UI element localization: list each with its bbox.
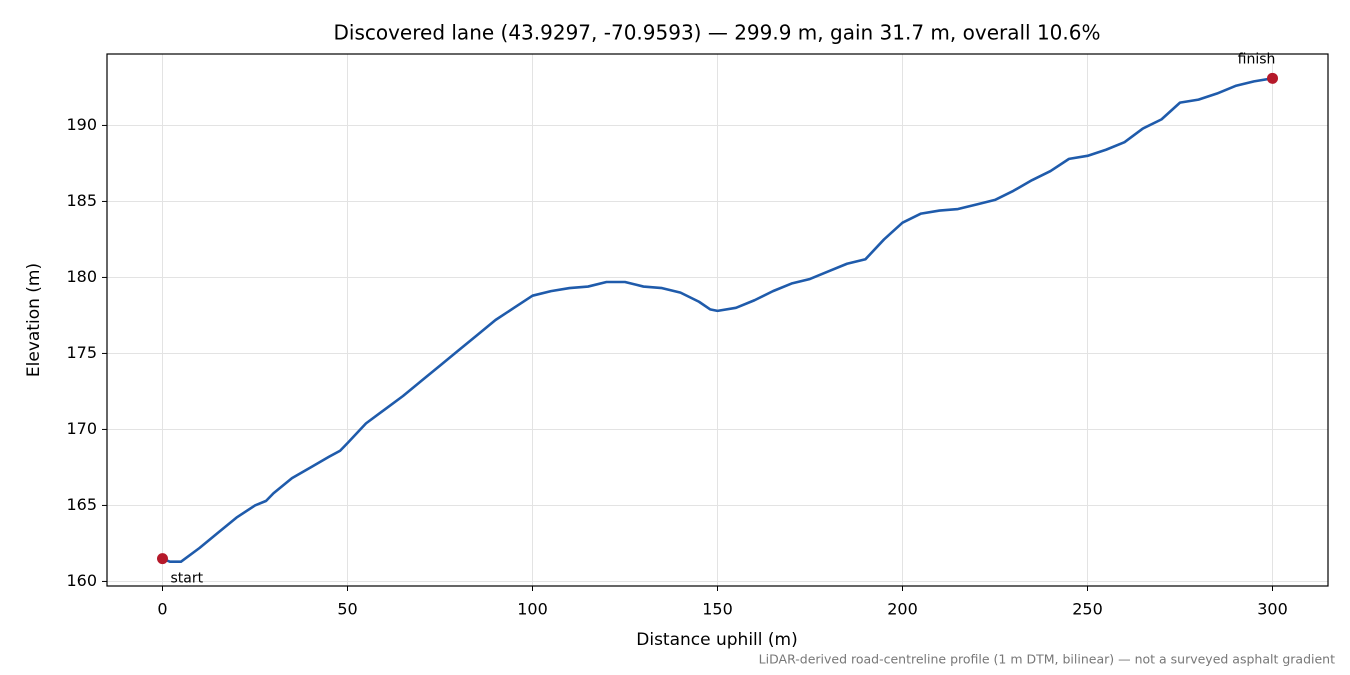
x-tick-label: 0	[157, 600, 167, 619]
chart-title: Discovered lane (43.9297, -70.9593) — 29…	[333, 21, 1100, 45]
x-tick-label: 200	[887, 600, 918, 619]
endpoint-marker	[1267, 72, 1278, 84]
x-tick-label: 300	[1257, 600, 1288, 619]
endpoint-marker	[157, 553, 168, 565]
plot-area: 0 50 100 150 200 250 300 160 165 170 175 180 185 190 s…	[66, 51, 1328, 619]
y-tick-label: 180	[66, 267, 97, 286]
y-tick-label: 185	[66, 191, 97, 210]
axes-frame	[106, 53, 1329, 587]
y-tick-label: 175	[66, 343, 97, 362]
y-axis-label: Elevation (m)	[24, 263, 44, 377]
x-tick-label: 250	[1072, 600, 1103, 619]
endpoint-label: finish	[1238, 51, 1276, 67]
endpoint-label: start	[171, 571, 204, 587]
x-tick-label: 100	[517, 600, 548, 619]
y-tick-label: 170	[66, 419, 97, 438]
x-axis-label: Distance uphill (m)	[636, 630, 797, 650]
y-tick-label: 190	[66, 115, 97, 134]
x-tick-label: 150	[702, 600, 733, 619]
elevation-line	[162, 77, 1273, 563]
y-tick-label: 160	[66, 571, 97, 590]
footnote: LiDAR-derived road-centreline profile (1…	[759, 652, 1335, 667]
y-tick-label: 165	[66, 495, 97, 514]
x-tick-label: 50	[337, 600, 357, 619]
